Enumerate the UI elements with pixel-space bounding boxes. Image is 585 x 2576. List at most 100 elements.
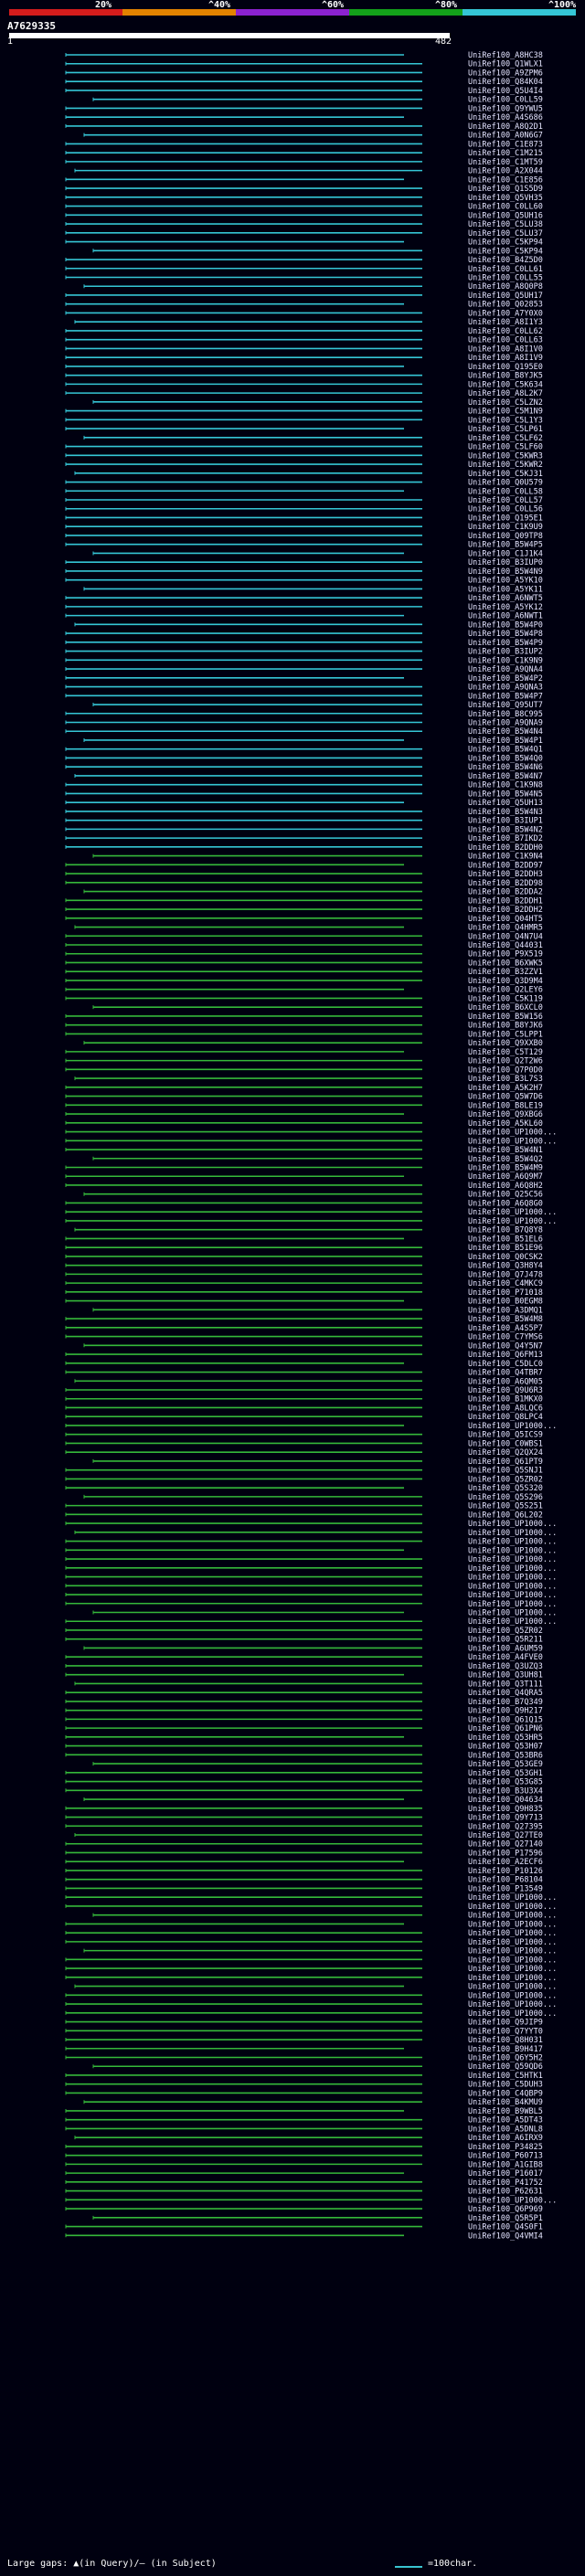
hit-label[interactable]: UniRef100_B7Q349	[468, 1698, 543, 1707]
hit-label[interactable]: UniRef100_B8LE19	[468, 1101, 543, 1110]
hit-label[interactable]: UniRef100_A0N6G7	[468, 132, 543, 141]
hit-label[interactable]: UniRef100_P13549	[468, 1884, 543, 1893]
hit-label[interactable]: UniRef100_Q25C56	[468, 1191, 543, 1200]
hit-label[interactable]: UniRef100_B5W4N9	[468, 567, 543, 577]
hit-label[interactable]: UniRef100_B3ZZV1	[468, 968, 543, 977]
hit-label[interactable]: UniRef100_B5W4P9	[468, 639, 543, 648]
hit-label[interactable]: UniRef100_B2DD97	[468, 861, 543, 870]
hit-label[interactable]: UniRef100_UP1000...	[468, 2000, 557, 2009]
hit-label[interactable]: UniRef100_P10126	[468, 1867, 543, 1876]
hit-label[interactable]: UniRef100_Q1WLX1	[468, 60, 543, 69]
hit-label[interactable]: UniRef100_B2DDH1	[468, 896, 543, 906]
hit-label[interactable]: UniRef100_C5KJ31	[468, 470, 543, 479]
hit-label[interactable]: UniRef100_A6Q9M7	[468, 1172, 543, 1182]
hit-label[interactable]: UniRef100_B6XCL0	[468, 1003, 543, 1012]
hit-label[interactable]: UniRef100_B5W4P0	[468, 620, 543, 630]
hit-label[interactable]: UniRef100_UP1000...	[468, 1893, 557, 1903]
hit-label[interactable]: UniRef100_C0LL60	[468, 203, 543, 212]
hit-label[interactable]: UniRef100_B5W4N2	[468, 825, 543, 834]
hit-label[interactable]: UniRef100_B8C995	[468, 710, 543, 719]
hit-label[interactable]: UniRef100_UP1000...	[468, 1574, 557, 1583]
hit-label[interactable]: UniRef100_A6QM05	[468, 1377, 543, 1386]
hit-label[interactable]: UniRef100_B51EL6	[468, 1235, 543, 1244]
hit-label[interactable]: UniRef100_UP1000...	[468, 1974, 557, 1983]
hit-label[interactable]: UniRef100_Q44031	[468, 941, 543, 950]
hit-label[interactable]: UniRef100_B8YJK6	[468, 1022, 543, 1031]
hit-label[interactable]: UniRef100_C0LL62	[468, 327, 543, 336]
hit-label[interactable]: UniRef100_B2DD98	[468, 879, 543, 888]
hit-label[interactable]: UniRef100_Q84K04	[468, 78, 543, 87]
hit-label[interactable]: UniRef100_Q6L202	[468, 1511, 543, 1520]
hit-label[interactable]: UniRef100_C7YMS6	[468, 1333, 543, 1342]
hit-label[interactable]: UniRef100_C0LL56	[468, 505, 543, 514]
hit-label[interactable]: UniRef100_UP1000...	[468, 1564, 557, 1574]
hit-label[interactable]: UniRef100_C1K9U9	[468, 523, 543, 532]
hit-label[interactable]: UniRef100_P34825	[468, 2143, 543, 2152]
hit-label[interactable]: UniRef100_C5K634	[468, 380, 543, 389]
hit-label[interactable]: UniRef100_A5DNL8	[468, 2125, 543, 2134]
hit-label[interactable]: UniRef100_Q5R5P1	[468, 2214, 543, 2223]
hit-label[interactable]: UniRef100_Q9Y713	[468, 1814, 543, 1823]
hit-label[interactable]: UniRef100_UP1000...	[468, 1520, 557, 1529]
hit-label[interactable]: UniRef100_B2DDH3	[468, 870, 543, 879]
hit-label[interactable]: UniRef100_Q53G85	[468, 1778, 543, 1787]
hit-label[interactable]: UniRef100_C0WBS1	[468, 1439, 543, 1448]
hit-label[interactable]: UniRef100_Q9XXB0	[468, 1039, 543, 1048]
hit-label[interactable]: UniRef100_Q5UH17	[468, 292, 543, 301]
hit-label[interactable]: UniRef100_P9X519	[468, 950, 543, 959]
hit-label[interactable]: UniRef100_Q0U579	[468, 479, 543, 488]
hit-label[interactable]: UniRef100_Q09TP8	[468, 532, 543, 541]
hit-label[interactable]: UniRef100_A7Y0X0	[468, 309, 543, 318]
hit-label[interactable]: UniRef100_B51E96	[468, 1244, 543, 1253]
hit-label[interactable]: UniRef100_P71018	[468, 1288, 543, 1298]
hit-label[interactable]: UniRef100_B4KMU9	[468, 2098, 543, 2107]
hit-label[interactable]: UniRef100_A5K2H7	[468, 1084, 543, 1093]
hit-label[interactable]: UniRef100_A4S5P7	[468, 1324, 543, 1333]
hit-label[interactable]: UniRef100_C5HTK1	[468, 2072, 543, 2081]
hit-label[interactable]: UniRef100_P68104	[468, 1876, 543, 1885]
hit-label[interactable]: UniRef100_B2DDH0	[468, 843, 543, 853]
hit-label[interactable]: UniRef100_P17596	[468, 1849, 543, 1858]
hit-label[interactable]: UniRef100_A3DMQ1	[468, 1306, 543, 1315]
hit-label[interactable]: UniRef100_Q5SNJ1	[468, 1467, 543, 1476]
hit-label[interactable]: UniRef100_C5LF62	[468, 434, 543, 443]
hit-label[interactable]: UniRef100_B8YJK5	[468, 372, 543, 381]
hit-label[interactable]: UniRef100_B7IKD2	[468, 834, 543, 843]
hit-label[interactable]: UniRef100_UP1000...	[468, 2196, 557, 2205]
hit-label[interactable]: UniRef100_P41752	[468, 2178, 543, 2188]
hit-label[interactable]: UniRef100_B4Z5D0	[468, 256, 543, 265]
hit-label[interactable]: UniRef100_C4MKC9	[468, 1279, 543, 1288]
hit-label[interactable]: UniRef100_Q5VH35	[468, 194, 543, 203]
hit-label[interactable]: UniRef100_Q9XBG6	[468, 1110, 543, 1119]
hit-label[interactable]: UniRef100_A8HC38	[468, 51, 543, 60]
hit-label[interactable]: UniRef100_Q9YWU5	[468, 104, 543, 113]
hit-label[interactable]: UniRef100_B5W4P1	[468, 737, 543, 746]
hit-label[interactable]: UniRef100_C1E873	[468, 140, 543, 149]
hit-label[interactable]: UniRef100_C0LL59	[468, 96, 543, 105]
hit-label[interactable]: UniRef100_C5K119	[468, 994, 543, 1003]
hit-label[interactable]: UniRef100_C0LL55	[468, 274, 543, 283]
hit-label[interactable]: UniRef100_B5W4P2	[468, 674, 543, 684]
hit-label[interactable]: UniRef100_Q3UZQ3	[468, 1662, 543, 1671]
hit-label[interactable]: UniRef100_Q4HMR5	[468, 924, 543, 933]
hit-label[interactable]: UniRef100_Q53H07	[468, 1743, 543, 1752]
hit-label[interactable]: UniRef100_A9QNA3	[468, 684, 543, 693]
hit-label[interactable]: UniRef100_B5W4Q0	[468, 754, 543, 763]
hit-label[interactable]: UniRef100_C5L1Y3	[468, 416, 543, 425]
hit-label[interactable]: UniRef100_UP1000...	[468, 1991, 557, 2000]
hit-label[interactable]: UniRef100_Q02853	[468, 301, 543, 310]
hit-label[interactable]: UniRef100_B9H417	[468, 2045, 543, 2054]
hit-label[interactable]: UniRef100_A5YK10	[468, 577, 543, 586]
hit-label[interactable]: UniRef100_B2DDH2	[468, 906, 543, 915]
hit-label[interactable]: UniRef100_B5W4N3	[468, 808, 543, 817]
hit-label[interactable]: UniRef100_C5KWR2	[468, 461, 543, 470]
hit-label[interactable]: UniRef100_Q6FM13	[468, 1351, 543, 1360]
hit-label[interactable]: UniRef100_C4QBP9	[468, 2089, 543, 2098]
hit-label[interactable]: UniRef100_C5DLC0	[468, 1360, 543, 1369]
hit-label[interactable]: UniRef100_C1MT59	[468, 158, 543, 167]
hit-label[interactable]: UniRef100_Q7J478	[468, 1270, 543, 1279]
hit-label[interactable]: UniRef100_A1GIB8	[468, 2160, 543, 2169]
hit-label[interactable]: UniRef100_A9QNA4	[468, 665, 543, 674]
hit-label[interactable]: UniRef100_Q5UH13	[468, 799, 543, 808]
hit-label[interactable]: UniRef100_Q9JIP9	[468, 2019, 543, 2028]
